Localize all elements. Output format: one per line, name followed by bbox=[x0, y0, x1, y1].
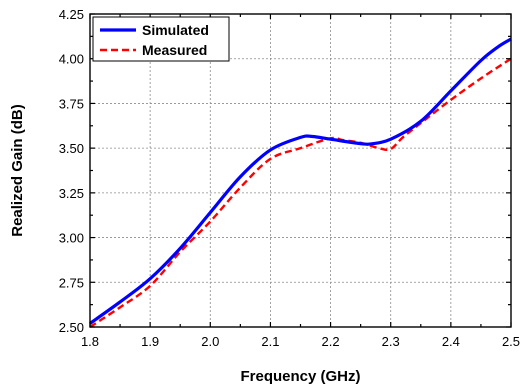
legend-label-simulated: Simulated bbox=[142, 22, 209, 38]
x-tick-label: 2.0 bbox=[201, 334, 219, 349]
y-tick-label: 4.25 bbox=[59, 7, 84, 22]
x-tick-label: 2.2 bbox=[322, 334, 340, 349]
y-tick-label: 3.75 bbox=[59, 96, 84, 111]
series-lines bbox=[89, 37, 512, 329]
y-tick-label: 4.00 bbox=[59, 52, 84, 67]
legend-label-measured: Measured bbox=[142, 42, 207, 58]
legend: Simulated Measured bbox=[92, 16, 230, 62]
x-tick-label: 1.8 bbox=[81, 334, 99, 349]
x-tick-label: 1.9 bbox=[141, 334, 159, 349]
y-axis-title: Realized Gain (dB) bbox=[9, 104, 26, 237]
series-line-simulated bbox=[89, 37, 512, 325]
grid bbox=[90, 14, 511, 327]
y-tick-label: 2.75 bbox=[59, 275, 84, 290]
y-tick-label: 3.50 bbox=[59, 141, 84, 156]
y-tick-label: 3.00 bbox=[59, 231, 84, 246]
x-tick-label: 2.3 bbox=[382, 334, 400, 349]
x-tick-label: 2.5 bbox=[502, 334, 520, 349]
legend-box bbox=[92, 16, 230, 62]
x-axis-title: Frequency (GHz) bbox=[240, 368, 360, 385]
x-tick-label: 2.1 bbox=[261, 334, 279, 349]
y-tick-label: 3.25 bbox=[59, 186, 84, 201]
x-tick-label: 2.4 bbox=[442, 334, 460, 349]
series-line-measured bbox=[89, 57, 512, 329]
axis-ticks: 1.8 1.9 2.0 2.1 2.2 2.3 2.4 2.5 2.50 2.75 3.00 3.25… bbox=[59, 7, 520, 349]
y-tick-label: 2.50 bbox=[59, 320, 84, 335]
